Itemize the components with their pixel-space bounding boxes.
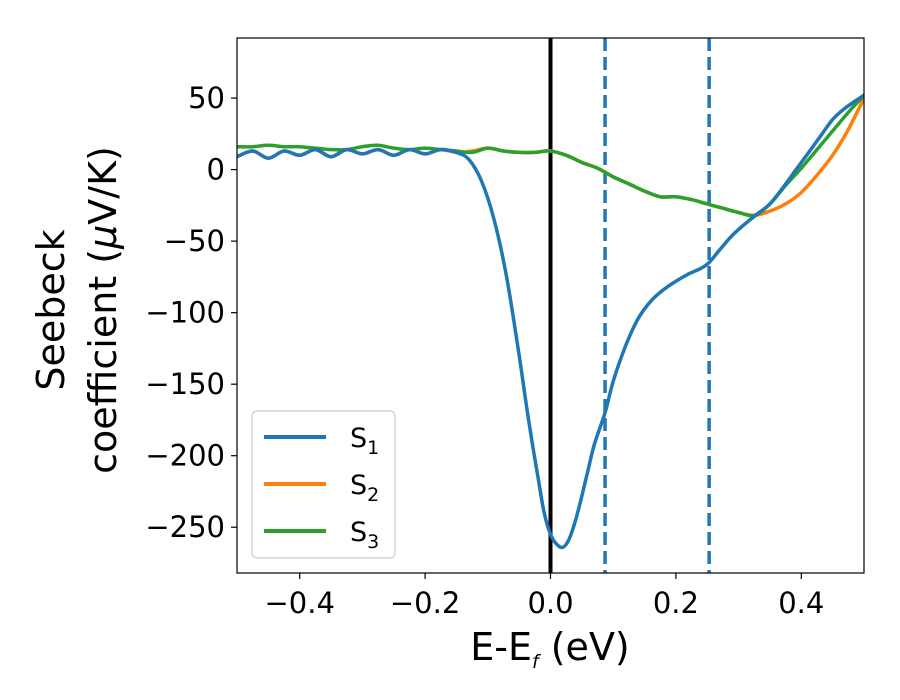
legend: S1 S2 S3 <box>251 410 396 559</box>
y-tick-label: 50 <box>188 81 225 115</box>
vertical-reference-lines <box>548 38 711 573</box>
y-tick-label: −50 <box>164 224 225 258</box>
x-tick-label: −0.4 <box>264 586 334 620</box>
x-axis-ticks: −0.4 −0.2 0.0 0.2 0.4 <box>264 573 824 620</box>
x-tick-label: 0.4 <box>778 586 824 620</box>
legend-label-s2: S2 <box>350 470 379 506</box>
y-axis-title: Seebeck coefficient (μV/K) <box>29 146 125 474</box>
y-tick-label: 0 <box>207 153 225 187</box>
y-axis-ticks: 50 0 −50 −100 −150 −200 −250 <box>145 81 237 544</box>
y-tick-label: −150 <box>145 367 225 401</box>
x-tick-label: 0.0 <box>527 586 573 620</box>
y-tick-label: −100 <box>145 296 225 330</box>
x-tick-label: 0.2 <box>653 586 699 620</box>
x-axis-title: E-Ef (eV) <box>470 625 630 673</box>
y-axis-title-line2: coefficient (μV/K) <box>81 146 125 474</box>
y-tick-label: −250 <box>145 510 225 544</box>
legend-label-s3: S3 <box>350 517 379 553</box>
x-tick-label: −0.2 <box>390 586 460 620</box>
y-tick-label: −200 <box>145 439 225 473</box>
series-line-s1 <box>237 93 864 550</box>
series-lines <box>237 93 864 550</box>
legend-label-s1: S1 <box>350 423 379 459</box>
y-axis-title-line1: Seebeck <box>29 229 73 390</box>
